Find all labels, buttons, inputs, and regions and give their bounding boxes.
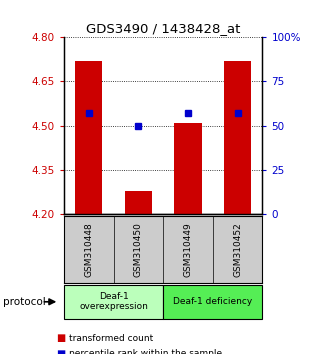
Bar: [125, 190, 152, 214]
Text: percentile rank within the sample: percentile rank within the sample: [69, 349, 222, 354]
Text: ■: ■: [56, 333, 65, 343]
Bar: [64, 285, 163, 319]
Text: GSM310448: GSM310448: [84, 222, 93, 277]
Bar: [174, 123, 202, 214]
Text: GSM310452: GSM310452: [233, 222, 242, 277]
Bar: [163, 285, 262, 319]
Bar: [224, 61, 251, 214]
Text: Deaf-1
overexpression: Deaf-1 overexpression: [79, 292, 148, 312]
Text: GSM310450: GSM310450: [134, 222, 143, 277]
Text: transformed count: transformed count: [69, 333, 153, 343]
Text: protocol: protocol: [3, 297, 46, 307]
Text: Deaf-1 deficiency: Deaf-1 deficiency: [173, 297, 252, 306]
Text: ■: ■: [56, 349, 65, 354]
Title: GDS3490 / 1438428_at: GDS3490 / 1438428_at: [86, 22, 240, 35]
Text: GSM310449: GSM310449: [183, 222, 193, 277]
Bar: [75, 61, 102, 214]
